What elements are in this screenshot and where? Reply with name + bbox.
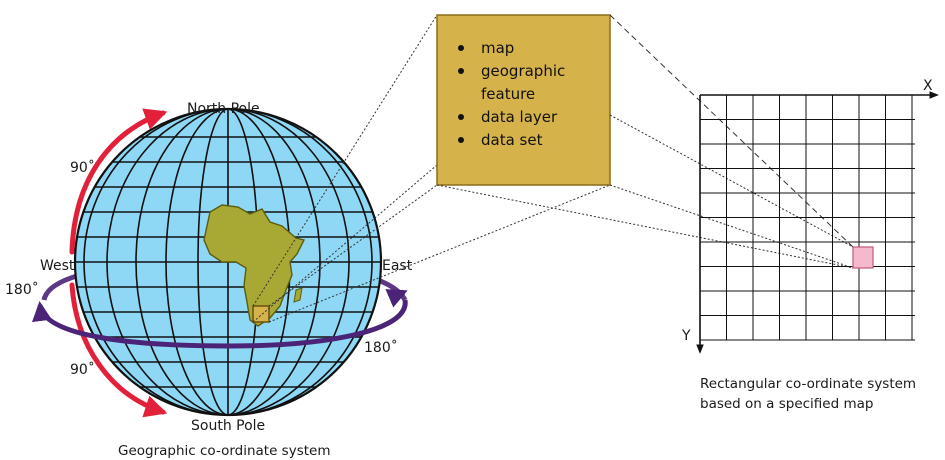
info-box-item: data layer <box>481 108 558 126</box>
x-axis-label: X <box>923 78 933 94</box>
north-pole-label: North Pole <box>187 101 260 117</box>
degrees-180-left: 180˚ <box>5 281 39 298</box>
red-arrow-north <box>69 108 168 255</box>
info-box-item: feature <box>481 85 535 103</box>
geographic-caption: Geographic co-ordinate system <box>118 443 330 459</box>
bullet-dot <box>458 68 464 74</box>
info-box-item: geographic <box>481 62 565 80</box>
rectangular-caption-line2: based on a specified map <box>700 396 873 412</box>
west-label: West <box>40 258 75 274</box>
grid-highlight-cell <box>852 246 874 269</box>
bullet-dot <box>458 137 464 143</box>
bullet-dot <box>458 45 464 51</box>
globe-outline <box>73 107 383 417</box>
info-box-item: map <box>481 39 514 57</box>
feature-info-box: map geographic feature data layer data set <box>436 14 611 186</box>
degrees-90-bottom: 90˚ <box>70 361 95 378</box>
connectors-globe-to-box <box>252 14 611 323</box>
rectangular-caption-line1: Rectangular co-ordinate system <box>700 376 916 392</box>
info-box-list: map geographic feature data layer data set <box>458 39 565 149</box>
grid-lines <box>700 95 915 341</box>
degrees-90-top: 90˚ <box>70 159 95 176</box>
bullet-dot <box>458 114 464 120</box>
y-axis-label: Y <box>681 328 691 344</box>
degrees-180-right: 180˚ <box>364 339 398 356</box>
purple-ring-front <box>32 299 408 349</box>
africa-landmass <box>203 204 306 327</box>
south-pole-label: South Pole <box>191 418 265 434</box>
connectors-box-to-grid <box>436 14 854 269</box>
madagascar <box>293 287 303 303</box>
globe-selection-patch <box>252 305 270 323</box>
info-box-item: data set <box>481 131 543 149</box>
rectangular-grid: X Y <box>681 78 939 354</box>
purple-arrow-right <box>385 289 408 308</box>
globe <box>73 107 383 417</box>
red-arrow-south <box>69 282 168 418</box>
info-box-background <box>436 14 611 186</box>
east-label: East <box>382 258 413 274</box>
